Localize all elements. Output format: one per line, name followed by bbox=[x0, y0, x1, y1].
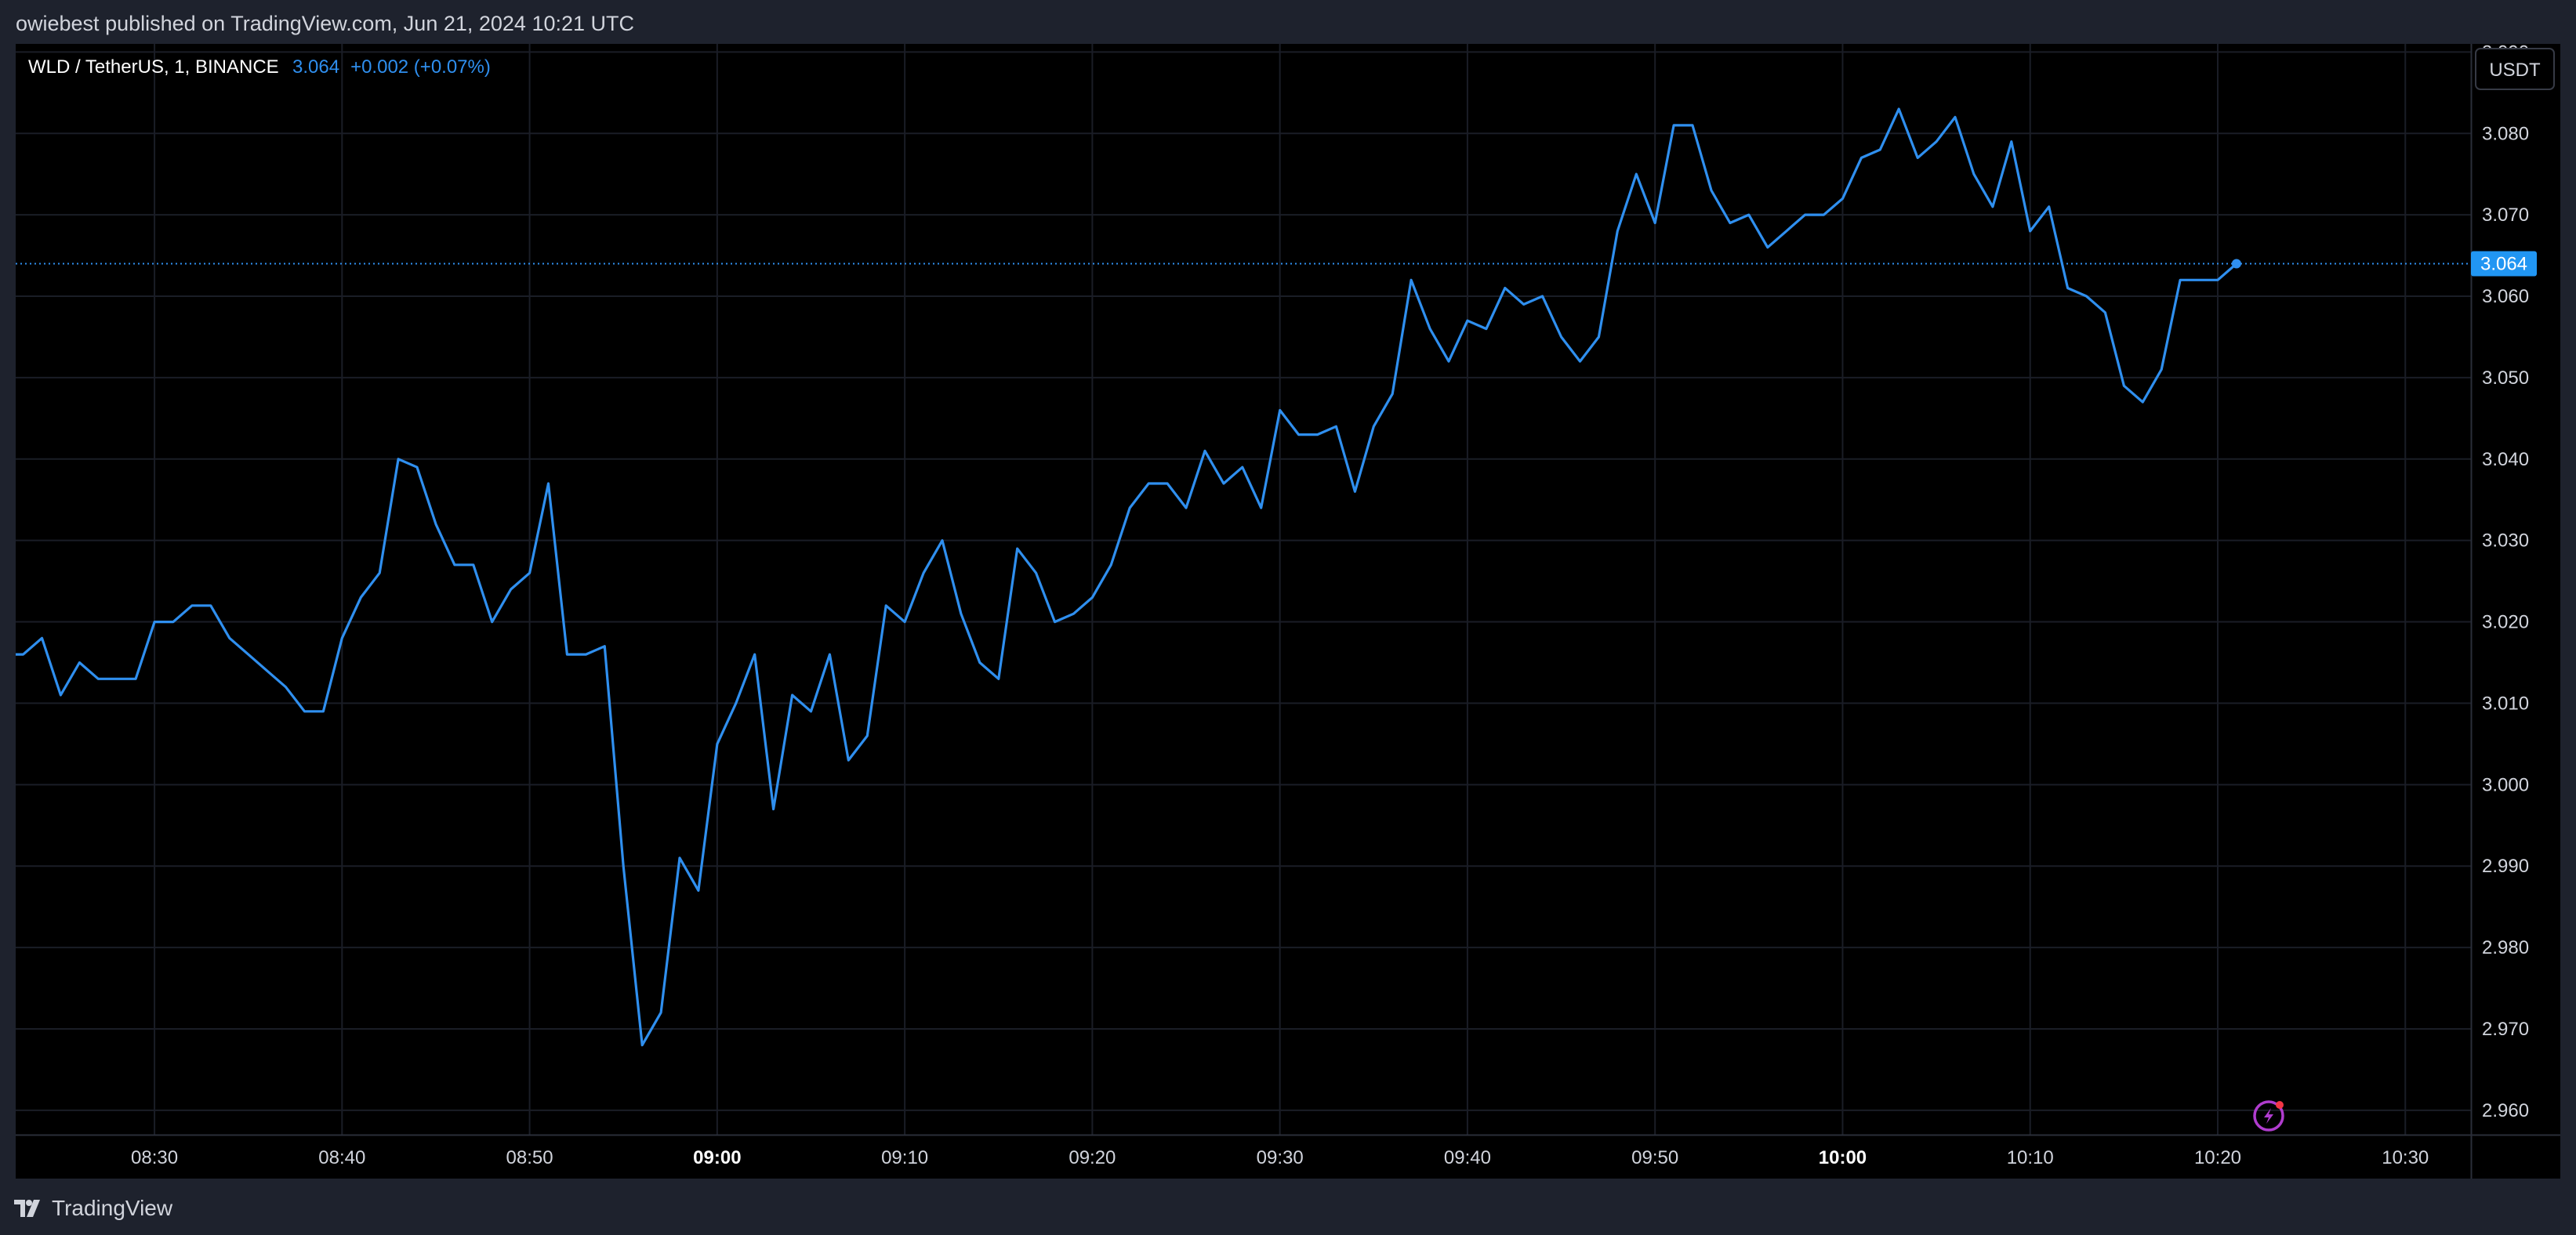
lightning-icon-ring bbox=[2253, 1100, 2284, 1132]
brand-name: TradingView bbox=[52, 1196, 173, 1220]
time-tick-label: 09:40 bbox=[1444, 1147, 1491, 1168]
series-line-wld bbox=[4, 107, 2237, 1047]
currency-button[interactable]: USDT bbox=[2475, 48, 2555, 90]
price-tick-label: 3.010 bbox=[2482, 693, 2529, 714]
price-tick-label: 2.960 bbox=[2482, 1100, 2529, 1121]
price-axis[interactable]: 2.960 2.970 2.980 2.990 3.000 3.010 3.020 3.030… bbox=[2482, 42, 2529, 1121]
price-tick-label: 3.050 bbox=[2482, 368, 2529, 389]
notification-dot bbox=[2276, 1101, 2284, 1109]
price-tick-label: 3.040 bbox=[2482, 449, 2529, 470]
last-price-label: 3.064 bbox=[2480, 253, 2527, 274]
time-tick-label: 08:30 bbox=[131, 1147, 178, 1168]
time-tick-label: 10:00 bbox=[1819, 1147, 1867, 1168]
price-tick-label: 2.980 bbox=[2482, 937, 2529, 958]
time-tick-label: 09:30 bbox=[1257, 1147, 1304, 1168]
price-chart[interactable]: 2.960 2.970 2.980 2.990 3.000 3.010 3.020 3.030… bbox=[4, 42, 2560, 1179]
currency-label[interactable]: USDT bbox=[2489, 60, 2541, 81]
price-tick-label: 3.000 bbox=[2482, 774, 2529, 795]
price-tick-label: 3.070 bbox=[2482, 205, 2529, 226]
chart-area[interactable]: 2.960 2.970 2.980 2.990 3.000 3.010 3.020 3.030… bbox=[4, 42, 2560, 1179]
last-price-dot bbox=[2231, 259, 2241, 269]
price-tick-label: 3.080 bbox=[2482, 123, 2529, 144]
lightning-icon bbox=[2264, 1108, 2273, 1124]
price-tick-label: 2.970 bbox=[2482, 1019, 2529, 1040]
flash-button[interactable] bbox=[2253, 1100, 2284, 1132]
legend-change: +0.002 (+0.07%) bbox=[350, 56, 491, 78]
time-tick-label: 09:50 bbox=[1631, 1147, 1678, 1168]
symbol-legend[interactable]: WLD / TetherUS, 1, BINANCE 3.064 +0.002 … bbox=[28, 56, 491, 78]
last-price-tag: 3.064 bbox=[2471, 251, 2537, 277]
tradingview-brand[interactable]: TradingView bbox=[14, 1196, 172, 1221]
time-tick-label: 10:30 bbox=[2382, 1147, 2429, 1168]
time-tick-label: 08:40 bbox=[318, 1147, 365, 1168]
time-tick-label: 10:20 bbox=[2194, 1147, 2241, 1168]
footer-bar: TradingView bbox=[0, 1179, 2576, 1235]
price-tick-label: 3.060 bbox=[2482, 286, 2529, 307]
time-tick-label: 09:00 bbox=[693, 1147, 741, 1168]
price-tick-label: 3.020 bbox=[2482, 612, 2529, 633]
legend-price: 3.064 bbox=[292, 56, 339, 78]
grid bbox=[16, 44, 2471, 1135]
time-tick-label: 08:50 bbox=[506, 1147, 553, 1168]
price-tick-label: 3.030 bbox=[2482, 531, 2529, 552]
time-axis[interactable]: 08:30 08:40 08:50 09:00 09:10 09:20 09:30 09:40… bbox=[131, 1147, 2429, 1168]
time-tick-label: 09:10 bbox=[881, 1147, 928, 1168]
tradingview-logo-icon bbox=[14, 1200, 40, 1217]
time-tick-label: 10:10 bbox=[2007, 1147, 2054, 1168]
legend-symbol[interactable]: WLD / TetherUS, 1, BINANCE bbox=[28, 56, 279, 78]
publisher-line: owiebest published on TradingView.com, J… bbox=[16, 12, 634, 35]
price-tick-label: 2.990 bbox=[2482, 856, 2529, 877]
time-tick-label: 09:20 bbox=[1068, 1147, 1116, 1168]
